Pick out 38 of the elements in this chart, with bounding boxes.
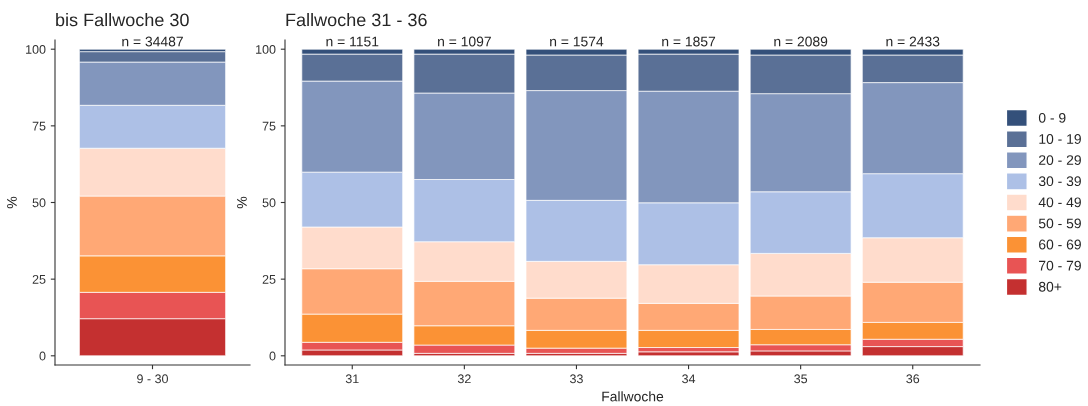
y-tick-label: 75 — [262, 121, 276, 131]
legend-label: 10 - 19 — [1039, 134, 1081, 144]
chart-title: bis Fallwoche 30 — [56, 13, 189, 27]
annotation: n = 2433 — [886, 36, 940, 47]
y-tick-label: 50 — [262, 198, 276, 208]
legend-label: 0 - 9 — [1038, 112, 1066, 123]
x-tick-label: 34 — [682, 374, 696, 384]
legend-label: 20 - 29 — [1039, 155, 1081, 165]
legend-label: 40 - 49 — [1038, 197, 1081, 208]
y-tick-label: 25 — [262, 274, 276, 284]
x-tick-label: 32 — [457, 374, 471, 384]
y-tick-label: 100 — [26, 45, 46, 54]
x-tick-label: 31 — [345, 374, 359, 384]
annotation: n = 34487 — [122, 36, 183, 47]
legend-label: 50 - 59 — [1038, 218, 1081, 229]
y-tick-label: 50 — [32, 198, 46, 208]
legend-label: 30 - 39 — [1038, 176, 1081, 187]
annotation: n = 2089 — [774, 36, 828, 47]
x-axis-title: Fallwoche — [602, 391, 664, 402]
x-tick-label: 36 — [906, 374, 920, 384]
y-tick-label: 25 — [32, 274, 46, 284]
y-axis-title: % — [237, 196, 247, 209]
x-tick-label: 33 — [569, 374, 583, 384]
annotation: n = 1857 — [662, 36, 716, 47]
annotation: n = 1574 — [550, 36, 604, 47]
annotation: n = 1097 — [438, 36, 491, 47]
x-tick-label: 9 - 30 — [137, 374, 168, 384]
y-tick-label: 0 — [269, 351, 276, 361]
annotation: n = 1151 — [326, 36, 379, 47]
legend-label: 60 - 69 — [1039, 239, 1081, 250]
legend-label: 80+ — [1038, 281, 1062, 292]
y-axis-title: % — [7, 196, 17, 209]
y-tick-label: 100 — [256, 45, 276, 54]
chart-title: Fallwoche 31 - 36 — [286, 13, 427, 27]
x-tick-label: 35 — [794, 374, 808, 384]
legend-label: 70 - 79 — [1039, 260, 1081, 271]
y-tick-label: 0 — [39, 351, 46, 361]
y-tick-label: 75 — [32, 121, 46, 131]
